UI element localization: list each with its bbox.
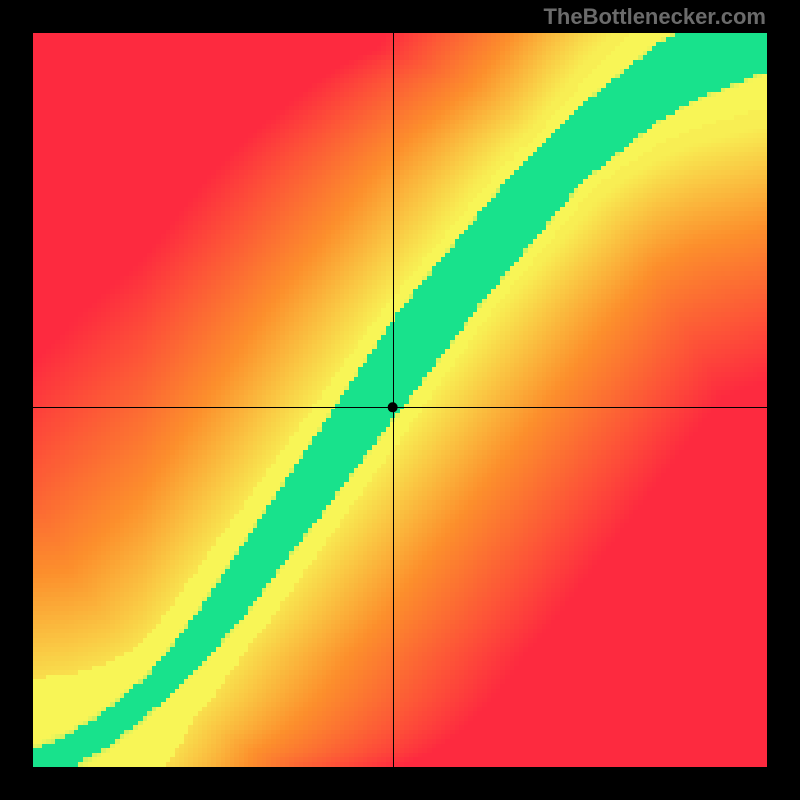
watermark-text: TheBottlenecker.com (543, 4, 766, 30)
chart-container: TheBottlenecker.com (0, 0, 800, 800)
bottleneck-heatmap (33, 33, 767, 767)
